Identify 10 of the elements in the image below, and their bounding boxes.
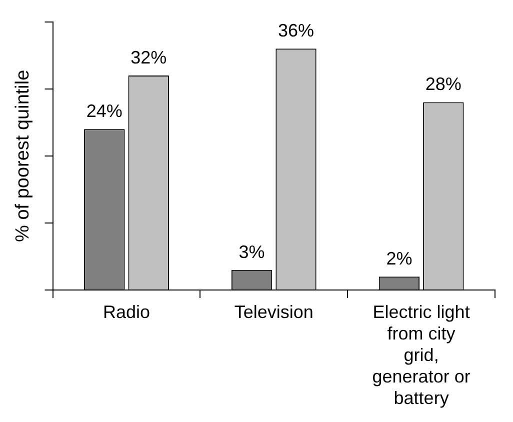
data-label: 2% <box>386 248 412 269</box>
x-tick-label: Radio <box>102 302 150 322</box>
x-tick-label: Electric light from city grid, generator or battery <box>372 302 470 408</box>
x-tick-label: Television <box>234 302 314 322</box>
data-label: 3% <box>238 242 265 262</box>
data-label: 28% <box>425 74 462 94</box>
data-label: 24% <box>86 101 122 122</box>
data-label: 32% <box>130 47 167 68</box>
y-axis-title: % of poorest quintile <box>12 70 34 242</box>
data-label: 36% <box>278 20 314 41</box>
